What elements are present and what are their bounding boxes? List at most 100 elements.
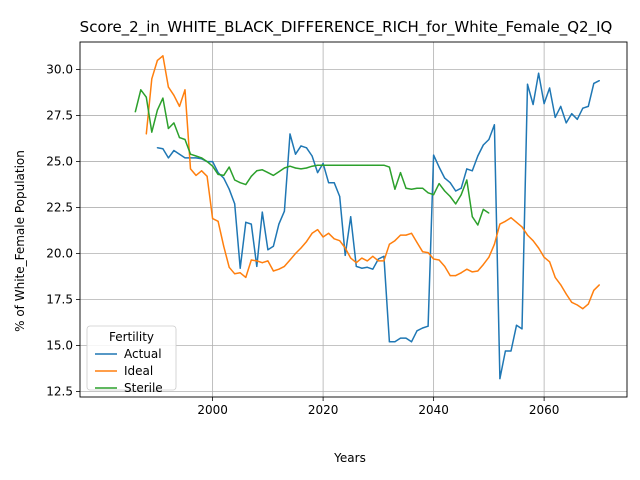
data-point (471, 216, 473, 218)
data-point (433, 194, 435, 196)
data-point (267, 249, 269, 251)
data-point (195, 174, 197, 176)
data-point (322, 162, 324, 164)
data-point (410, 188, 413, 190)
data-point (493, 124, 495, 126)
data-point (560, 105, 562, 107)
data-point (366, 164, 368, 166)
data-point (267, 260, 269, 262)
data-point (526, 234, 529, 236)
data-point (537, 72, 540, 74)
data-point (178, 105, 181, 107)
data-point (521, 226, 523, 228)
data-point (449, 195, 451, 198)
data-point (245, 276, 247, 279)
x-tick-label: 2060 (529, 403, 560, 417)
data-point (460, 187, 462, 189)
data-point (140, 89, 142, 91)
data-point (355, 262, 357, 264)
data-point (416, 241, 418, 244)
data-point (383, 260, 385, 262)
data-point (316, 171, 319, 174)
data-point (482, 263, 484, 266)
data-point (339, 240, 341, 242)
data-point (444, 177, 446, 179)
data-point (173, 94, 175, 96)
data-point (156, 147, 158, 149)
data-point (554, 276, 556, 279)
data-point (427, 192, 429, 194)
legend-label-sterile: Sterile (124, 381, 163, 395)
data-point (333, 182, 335, 184)
data-point (344, 164, 346, 166)
data-point (399, 171, 402, 174)
data-point (339, 164, 341, 166)
data-point (289, 133, 291, 135)
data-point (355, 164, 357, 166)
data-point (322, 236, 324, 238)
data-point (482, 144, 484, 146)
series-sterile (134, 89, 490, 226)
data-point (245, 183, 247, 186)
data-point (239, 272, 241, 274)
data-point (195, 155, 197, 157)
data-point (471, 170, 473, 172)
data-point (294, 153, 297, 155)
data-point (405, 234, 407, 236)
data-point (300, 145, 302, 147)
data-point (394, 240, 396, 242)
data-point (388, 341, 391, 343)
data-point (515, 324, 518, 326)
data-point (571, 301, 573, 303)
data-point (217, 220, 219, 222)
data-point (455, 203, 457, 205)
data-point (333, 238, 335, 240)
data-point (372, 164, 374, 166)
data-point (427, 252, 429, 254)
data-point (466, 168, 468, 170)
data-point (212, 165, 214, 167)
data-point (322, 164, 324, 166)
y-tick-label: 20.0 (46, 247, 73, 261)
data-point (394, 341, 396, 343)
data-point (289, 165, 291, 167)
axes-frame (79, 41, 628, 398)
data-point (372, 255, 374, 257)
data-point (410, 341, 413, 343)
data-point (272, 174, 274, 176)
y-tick-label: 30.0 (46, 63, 73, 77)
data-point (383, 255, 385, 257)
data-point (234, 273, 236, 275)
data-point (576, 304, 578, 306)
data-point (261, 262, 263, 264)
data-point (328, 182, 330, 184)
data-point (256, 265, 258, 268)
data-point (526, 83, 529, 85)
data-point (239, 182, 241, 184)
data-point (477, 224, 479, 226)
data-point (156, 109, 158, 111)
data-point (587, 303, 589, 305)
data-point (162, 97, 164, 99)
data-point (460, 194, 462, 196)
data-point (173, 122, 175, 124)
data-point (421, 251, 424, 253)
data-point (278, 268, 280, 270)
data-point (433, 154, 435, 156)
data-point (250, 259, 252, 261)
data-point (510, 217, 512, 219)
data-point (433, 258, 435, 260)
data-point (145, 96, 147, 98)
data-point (444, 190, 446, 192)
series-actual (156, 72, 600, 380)
data-point (206, 175, 208, 177)
data-point (156, 59, 158, 61)
data-point (455, 275, 457, 277)
data-point (543, 256, 545, 258)
data-point (184, 89, 186, 91)
data-point (471, 271, 473, 273)
data-point (366, 266, 368, 268)
y-tick-label: 12.5 (46, 384, 73, 398)
y-tick-label: 25.0 (46, 155, 73, 169)
data-point (593, 289, 595, 291)
